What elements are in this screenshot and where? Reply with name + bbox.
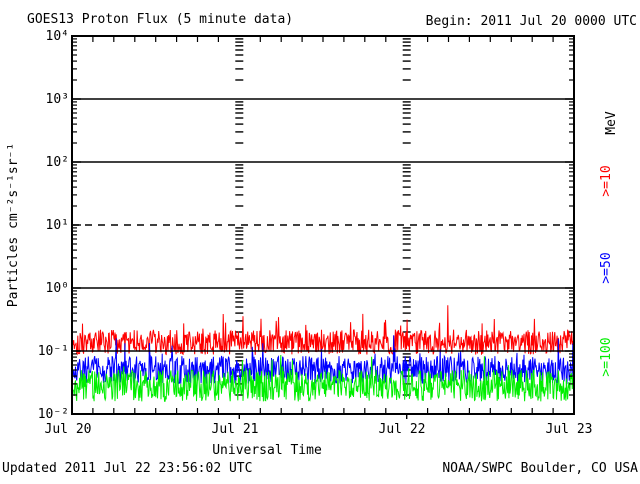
y-tick-1e2: 10²	[45, 155, 69, 170]
x-tick-jul21: Jul 21	[211, 421, 259, 437]
y-tick-1e1: 10¹	[45, 218, 69, 233]
y-tick-1e-2: 10⁻²	[37, 407, 69, 422]
y-tick-1e4: 10⁴	[45, 29, 69, 44]
source-credit: NOAA/SWPC Boulder, CO USA	[442, 461, 638, 476]
x-tick-jul20: Jul 20	[44, 421, 92, 437]
y-tick-1e3: 10³	[45, 92, 69, 107]
chart-title: GOES13 Proton Flux (5 minute data)	[27, 12, 294, 27]
y-tick-1e-1: 10⁻¹	[37, 344, 69, 359]
legend-unit-mev: MeV	[603, 111, 619, 135]
legend-item-ge10: >=10	[598, 165, 614, 197]
begin-timestamp: Begin: 2011 Jul 20 0000 UTC	[425, 14, 637, 29]
legend-item-ge100: >=100	[598, 337, 614, 377]
x-axis-title: Universal Time	[212, 442, 322, 458]
legend-item-ge50: >=50	[598, 252, 614, 284]
x-tick-jul22: Jul 22	[378, 421, 426, 437]
y-axis-title: Particles cm⁻²s⁻¹sr⁻¹	[5, 142, 21, 308]
updated-timestamp: Updated 2011 Jul 22 23:56:02 UTC	[2, 461, 253, 476]
x-tick-jul23: Jul 23	[545, 421, 593, 437]
y-tick-1e0: 10⁰	[45, 281, 69, 296]
